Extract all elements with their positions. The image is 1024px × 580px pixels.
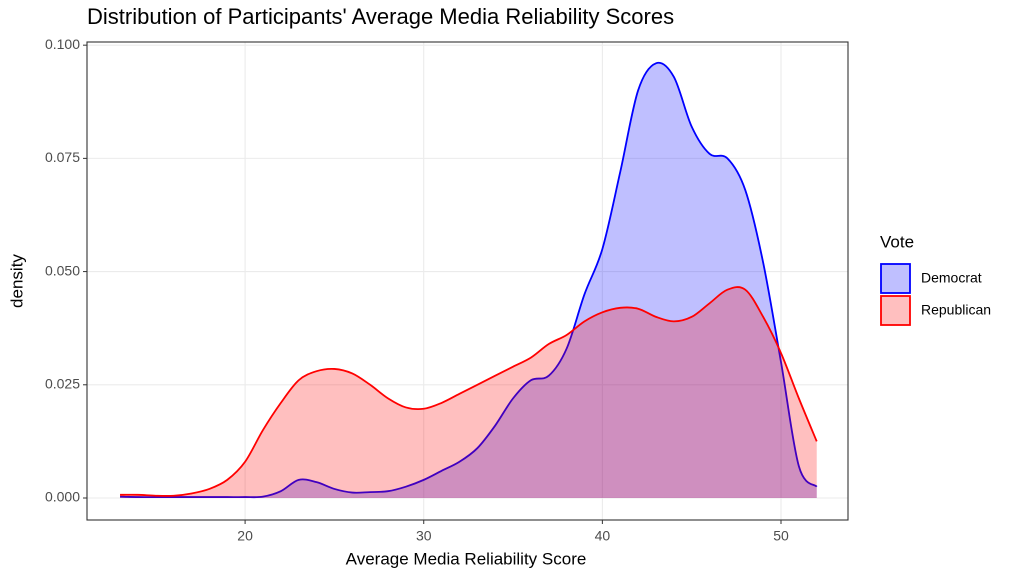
legend-label: Republican bbox=[921, 302, 991, 318]
density-line bbox=[120, 61, 818, 499]
legend-key bbox=[880, 295, 911, 326]
x-tick-label: 40 bbox=[595, 528, 611, 544]
x-axis-label: Average Media Reliability Score bbox=[346, 549, 587, 568]
legend-key bbox=[880, 263, 911, 294]
y-tick-label: 0.050 bbox=[45, 262, 80, 278]
y-axis-label: density bbox=[7, 254, 26, 308]
density-line bbox=[120, 286, 818, 497]
density-area bbox=[120, 287, 817, 498]
y-tick-label: 0.075 bbox=[45, 149, 80, 165]
legend-key bbox=[881, 296, 910, 325]
legend-title: Vote bbox=[880, 232, 914, 251]
y-tick-label: 0.000 bbox=[45, 489, 80, 505]
x-tick-label: 20 bbox=[237, 528, 253, 544]
plot-border bbox=[86, 41, 849, 521]
x-tick-label: 50 bbox=[773, 528, 789, 544]
y-tick-label: 0.100 bbox=[45, 36, 80, 52]
density-area bbox=[120, 62, 817, 498]
chart-title: Distribution of Participants' Average Me… bbox=[87, 4, 674, 29]
plot-background bbox=[87, 42, 848, 520]
legend-key bbox=[881, 264, 910, 293]
x-tick-label: 30 bbox=[416, 528, 432, 544]
legend-label: Democrat bbox=[921, 270, 982, 286]
y-tick-label: 0.025 bbox=[45, 375, 80, 391]
